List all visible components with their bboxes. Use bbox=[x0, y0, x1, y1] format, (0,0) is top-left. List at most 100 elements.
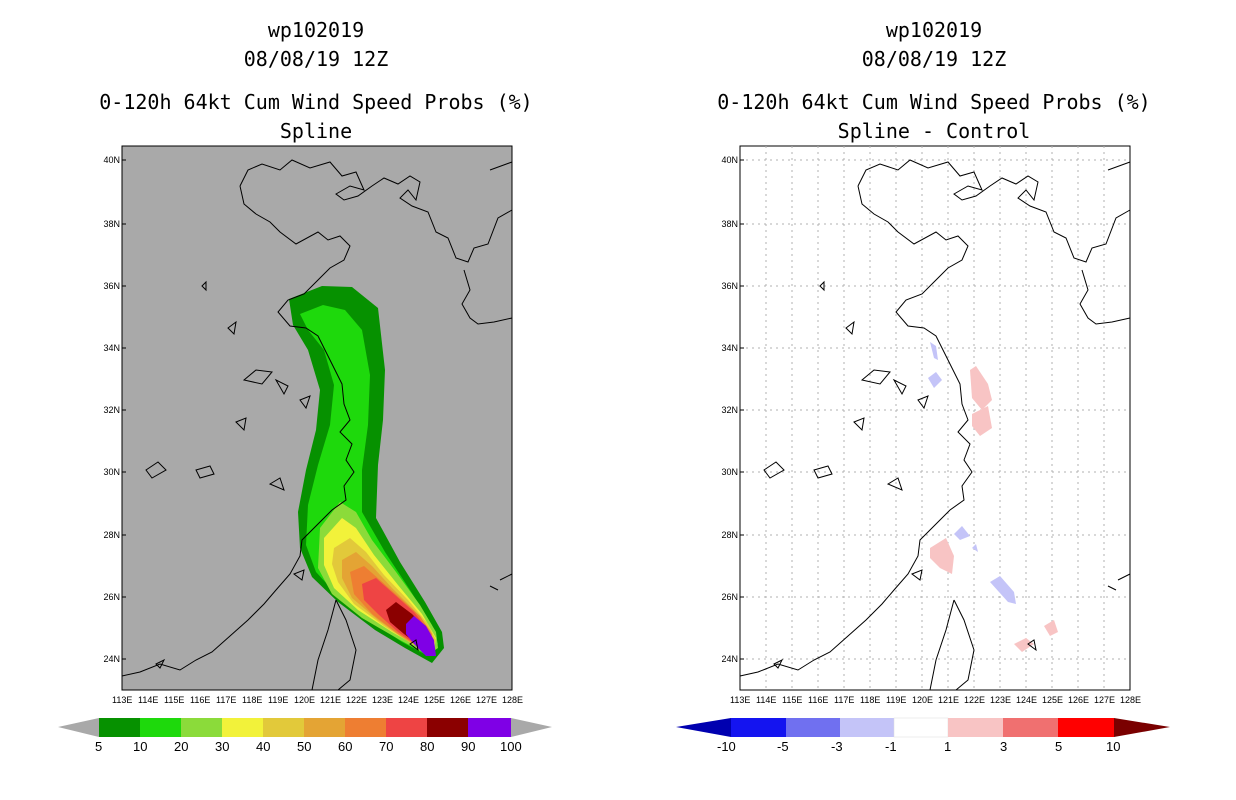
lon-label: 125E bbox=[1042, 695, 1064, 705]
colorbar-label: -1 bbox=[885, 739, 897, 754]
lon-label: 115E bbox=[782, 695, 803, 705]
lon-label: 121E bbox=[320, 695, 342, 705]
colorbar-label: 70 bbox=[379, 739, 394, 754]
colorbar-bin bbox=[386, 718, 427, 737]
lon-label: 121E bbox=[938, 695, 960, 705]
lon-label: 126E bbox=[1068, 695, 1090, 705]
lon-label: 125E bbox=[424, 695, 446, 705]
left-title-method: Spline bbox=[279, 119, 353, 143]
lon-label: 122E bbox=[964, 695, 986, 705]
lat-label: 30N bbox=[103, 467, 120, 477]
left-lon-labels: 113E 114E 115E 116E 117E 118E 119E 120E … bbox=[104, 695, 524, 707]
lat-label: 26N bbox=[721, 592, 738, 602]
lat-label: 40N bbox=[721, 155, 738, 165]
right-coastline bbox=[739, 159, 1131, 691]
lon-label: 117E bbox=[834, 695, 855, 705]
lon-label: 127E bbox=[1094, 695, 1116, 705]
diff-patch-positive bbox=[1014, 638, 1034, 652]
colorbar-label: 30 bbox=[215, 739, 230, 754]
lon-label: 114E bbox=[756, 695, 777, 705]
lon-label: 113E bbox=[112, 695, 133, 705]
lat-label: 36N bbox=[103, 281, 120, 291]
colorbar-label: 40 bbox=[256, 739, 271, 754]
colorbar-bin bbox=[731, 718, 786, 737]
left-colorbar-labels: 5 10 20 30 40 50 60 70 80 90 100 bbox=[0, 739, 620, 755]
colorbar-label: 10 bbox=[133, 739, 148, 754]
diff-patch-positive bbox=[1044, 620, 1058, 636]
lon-label: 118E bbox=[242, 695, 263, 705]
diff-patch-negative bbox=[930, 342, 938, 360]
colorbar-bin bbox=[345, 718, 386, 737]
right-colorbar bbox=[676, 717, 1170, 738]
left-title: wp102019 08/08/19 12Z 0-120h 64kt Cum Wi… bbox=[99, 16, 532, 146]
left-map-background bbox=[121, 145, 513, 691]
colorbar-bin bbox=[181, 718, 222, 737]
right-title-method: Spline - Control bbox=[837, 119, 1031, 143]
lon-label: 117E bbox=[216, 695, 237, 705]
lat-label: 32N bbox=[103, 405, 120, 415]
colorbar-bin bbox=[140, 718, 181, 737]
right-colorbar-labels: -10 -5 -3 -1 1 3 5 10 bbox=[620, 739, 1220, 755]
lon-label: 119E bbox=[268, 695, 289, 705]
colorbar-label: -5 bbox=[777, 739, 789, 754]
right-gridlines bbox=[740, 146, 1130, 690]
right-lon-labels: 113E 114E 115E 116E 117E 118E 119E 120E … bbox=[722, 695, 1142, 707]
lon-label: 128E bbox=[1120, 695, 1142, 705]
lat-label: 40N bbox=[103, 155, 120, 165]
diff-patch-positive bbox=[930, 538, 954, 574]
lat-label: 34N bbox=[103, 343, 120, 353]
lon-label: 118E bbox=[860, 695, 881, 705]
lon-label: 127E bbox=[476, 695, 498, 705]
colorbar-under-arrow bbox=[58, 718, 99, 737]
colorbar-bin bbox=[948, 718, 1003, 737]
lat-label: 38N bbox=[103, 219, 120, 229]
lon-label: 113E bbox=[730, 695, 751, 705]
lon-label: 124E bbox=[398, 695, 420, 705]
colorbar-bin bbox=[99, 718, 140, 737]
colorbar-bin bbox=[304, 718, 345, 737]
lat-label: 24N bbox=[103, 654, 120, 664]
colorbar-bin bbox=[468, 718, 511, 737]
colorbar-label: 50 bbox=[297, 739, 312, 754]
colorbar-label: 20 bbox=[174, 739, 189, 754]
right-title-date: 08/08/19 12Z bbox=[861, 47, 1007, 71]
lat-label: 36N bbox=[721, 281, 738, 291]
right-title-storm-id: wp102019 bbox=[885, 18, 983, 42]
colorbar-label: 90 bbox=[461, 739, 476, 754]
prob-swath-90 bbox=[406, 616, 436, 656]
lat-label: 32N bbox=[721, 405, 738, 415]
lon-label: 119E bbox=[886, 695, 907, 705]
colorbar-label: -3 bbox=[831, 739, 843, 754]
lat-label: 28N bbox=[721, 530, 738, 540]
colorbar-label: 80 bbox=[420, 739, 435, 754]
left-title-storm-id: wp102019 bbox=[267, 18, 365, 42]
lon-label: 116E bbox=[808, 695, 829, 705]
colorbar-bin bbox=[263, 718, 304, 737]
diff-patch-negative bbox=[954, 526, 970, 540]
lon-label: 122E bbox=[346, 695, 368, 705]
diff-patch-negative bbox=[990, 576, 1016, 604]
lon-label: 115E bbox=[164, 695, 185, 705]
lon-label: 123E bbox=[372, 695, 394, 705]
colorbar-label: 1 bbox=[944, 739, 952, 754]
lat-label: 30N bbox=[721, 467, 738, 477]
lon-label: 114E bbox=[138, 695, 159, 705]
diff-patch-negative bbox=[928, 372, 942, 388]
colorbar-label: 100 bbox=[500, 739, 522, 754]
left-map bbox=[121, 145, 513, 691]
lon-label: 123E bbox=[990, 695, 1012, 705]
lon-label: 120E bbox=[912, 695, 934, 705]
lat-label: 38N bbox=[721, 219, 738, 229]
colorbar-label: 3 bbox=[1000, 739, 1008, 754]
lon-label: 120E bbox=[294, 695, 316, 705]
lon-label: 126E bbox=[450, 695, 472, 705]
lon-label: 124E bbox=[1016, 695, 1038, 705]
colorbar-over-arrow bbox=[511, 718, 552, 737]
right-map bbox=[739, 145, 1131, 691]
diff-patch-negative bbox=[972, 544, 978, 552]
lon-label: 128E bbox=[502, 695, 524, 705]
right-map-background bbox=[739, 145, 1131, 691]
colorbar-bin bbox=[786, 718, 840, 737]
colorbar-label: -10 bbox=[717, 739, 736, 754]
colorbar-bin bbox=[893, 717, 949, 738]
